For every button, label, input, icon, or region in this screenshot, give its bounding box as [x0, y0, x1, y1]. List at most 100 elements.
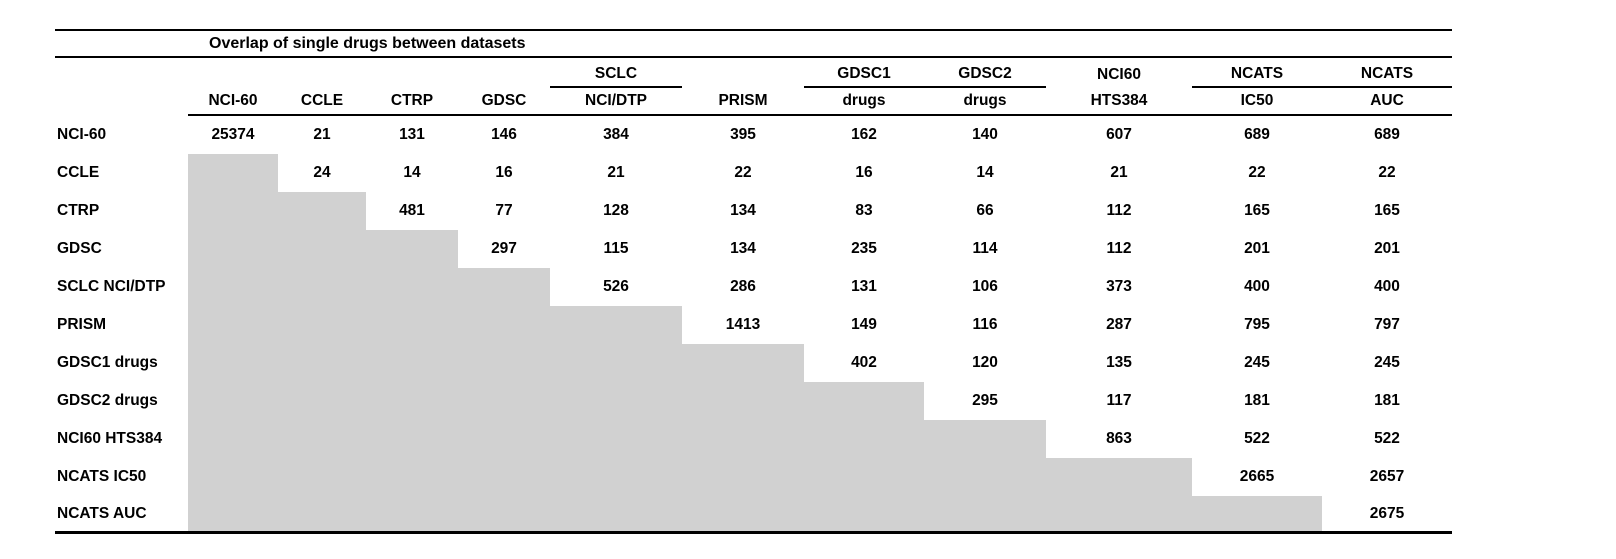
shaded-cell: [188, 192, 278, 230]
shaded-cell: [550, 382, 682, 420]
shaded-cell: [366, 458, 458, 496]
table-row-2: CCLE 24 14 16 21 22 16 14 21 22 22: [55, 154, 1452, 192]
value-cell: 287: [1106, 316, 1132, 333]
value-cell: 373: [1106, 278, 1132, 295]
shaded-cell: [458, 306, 550, 344]
shaded-cell: [682, 344, 804, 382]
value-cell: 134: [730, 202, 756, 219]
shaded-cell: [458, 420, 550, 458]
value-cell: 395: [730, 126, 756, 143]
shaded-cell: [550, 344, 682, 382]
shaded-cell: [366, 496, 458, 534]
table-row-1: NCI-60 25374 21 131 146 384 395 162 140 607 689 689: [55, 115, 1452, 154]
row-label-8: GDSC2 drugs: [57, 392, 158, 409]
value-cell: 245: [1374, 354, 1400, 371]
shaded-cell: [366, 306, 458, 344]
value-cell: 131: [399, 126, 425, 143]
title-row: Overlap of single drugs between datasets: [55, 29, 1452, 58]
value-cell: 201: [1244, 240, 1270, 257]
column-header-6: PRISM: [682, 87, 804, 116]
shaded-cell: [366, 230, 458, 268]
shaded-cell: [458, 268, 550, 306]
table-row-8: GDSC2 drugs 295 117 181 181: [55, 382, 1452, 420]
value-cell: 522: [1374, 430, 1400, 447]
value-cell: 689: [1374, 126, 1400, 143]
value-cell: 400: [1374, 278, 1400, 295]
shaded-cell: [458, 458, 550, 496]
table-row-6: PRISM 1413 149 116 287 795 797: [55, 306, 1452, 344]
value-cell: 400: [1244, 278, 1270, 295]
value-cell: 149: [851, 316, 877, 333]
shaded-cell: [804, 382, 924, 420]
column-group-label-1: [188, 57, 278, 87]
value-cell: 21: [1110, 164, 1128, 181]
value-cell: 607: [1106, 126, 1132, 143]
value-cell: 2665: [1239, 468, 1275, 485]
value-cell: 245: [1244, 354, 1270, 371]
shaded-cell: [366, 420, 458, 458]
value-cell: 795: [1244, 316, 1270, 333]
shaded-cell: [804, 420, 924, 458]
value-cell: 16: [855, 164, 873, 181]
shaded-cell: [188, 306, 278, 344]
shaded-cell: [682, 458, 804, 496]
table-body: NCI-60 25374 21 131 146 384 395 162 140 607 689 689…: [55, 115, 1452, 534]
shaded-cell: [188, 344, 278, 382]
column-group-label-11: NCATS: [1322, 57, 1452, 88]
value-cell: 481: [399, 202, 425, 219]
column-header-4: GDSC: [458, 87, 550, 116]
value-cell: 21: [607, 164, 625, 181]
shaded-cell: [550, 420, 682, 458]
value-cell: 1413: [725, 316, 761, 333]
column-header-8: drugs: [924, 87, 1046, 116]
shaded-cell: [188, 420, 278, 458]
shaded-cell: [550, 458, 682, 496]
row-label-1: NCI-60: [57, 125, 107, 143]
column-header-7: drugs: [804, 87, 924, 116]
column-header-3: CTRP: [366, 87, 458, 116]
table-row-3: CTRP 481 77 128 134 83 66 112 165 165: [55, 192, 1452, 230]
shaded-cell: [804, 458, 924, 496]
value-cell: 83: [855, 202, 873, 219]
shaded-cell: [366, 268, 458, 306]
row-label-2: CCLE: [57, 164, 100, 181]
row-label-column-header: [55, 87, 188, 115]
shaded-cell: [278, 306, 366, 344]
value-cell: 22: [1378, 164, 1396, 181]
column-header-10: IC50: [1192, 87, 1322, 116]
value-cell: 295: [972, 392, 998, 409]
table-row-4: GDSC 297 115 134 235 114 112 201 201: [55, 230, 1452, 268]
column-group-label-9: NCI60: [1097, 66, 1141, 83]
value-cell: 140: [972, 126, 998, 143]
row-label-7: GDSC1 drugs: [57, 354, 158, 371]
value-cell: 135: [1106, 354, 1132, 371]
shaded-cell: [188, 230, 278, 268]
shaded-cell: [924, 420, 1046, 458]
value-cell: 14: [976, 164, 994, 181]
shaded-cell: [188, 458, 278, 496]
value-cell: 689: [1244, 126, 1270, 143]
column-header-1: NCI-60: [188, 87, 278, 116]
column-group-label-3: [366, 57, 458, 87]
shaded-cell: [924, 496, 1046, 534]
header-spacer-cell: [55, 57, 188, 87]
shaded-cell: [188, 268, 278, 306]
shaded-cell: [278, 458, 366, 496]
value-cell: 120: [972, 354, 998, 371]
drug-overlap-table: Overlap of single drugs between datasets…: [55, 29, 1452, 534]
shaded-cell: [278, 230, 366, 268]
shaded-cell: [366, 382, 458, 420]
value-cell: 25374: [211, 126, 255, 143]
value-cell: 146: [491, 126, 517, 143]
value-cell: 181: [1374, 392, 1400, 409]
value-cell: 297: [491, 240, 517, 257]
value-cell: 114: [972, 240, 998, 257]
shaded-cell: [804, 496, 924, 534]
shaded-cell: [366, 344, 458, 382]
shaded-cell: [278, 382, 366, 420]
value-cell: 14: [403, 164, 421, 181]
value-cell: 2675: [1322, 496, 1452, 534]
column-header-5: NCI/DTP: [550, 87, 682, 116]
row-label-10: NCATS IC50: [57, 468, 147, 485]
table-title: Overlap of single drugs between datasets: [55, 29, 1452, 58]
